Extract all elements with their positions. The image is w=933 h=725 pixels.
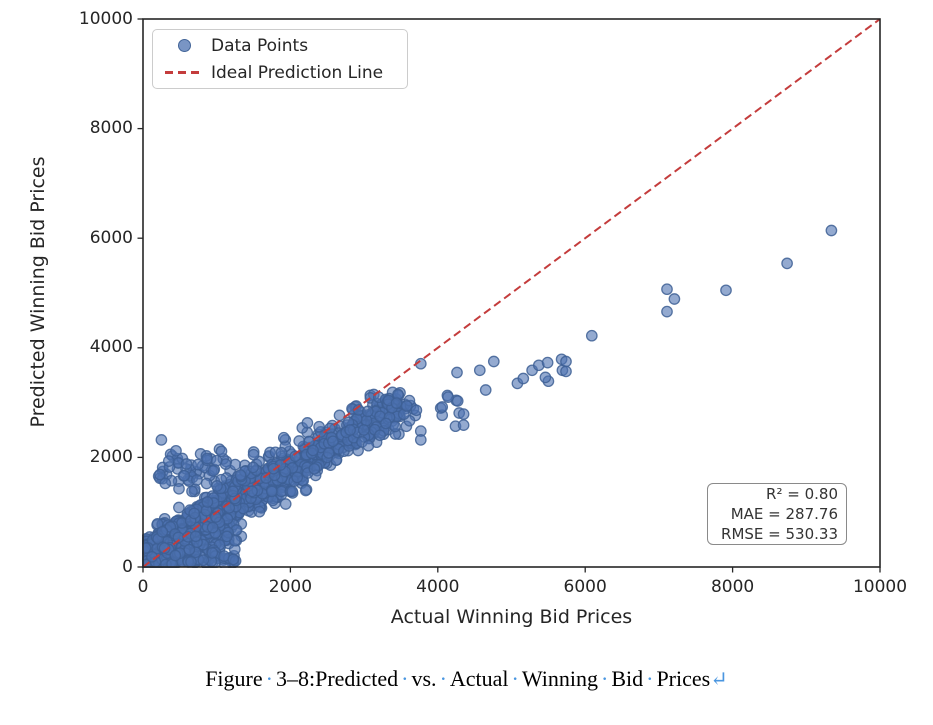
x-tick-label: 10000 xyxy=(852,577,908,597)
figure-caption: Figure · 3–8:Predicted · vs. · Actual · Winning ·… xyxy=(0,666,933,692)
scatter-points xyxy=(142,224,838,568)
x-axis-title: Actual Winning Bid Prices xyxy=(390,606,633,628)
y-tick-label: 8000 xyxy=(89,118,133,139)
y-axis-title: Predicted Winning Bid Prices xyxy=(27,156,49,428)
space-mark: · xyxy=(600,666,609,691)
legend-box: Data Points Ideal Prediction Line xyxy=(152,29,408,89)
x-tick-label: 8000 xyxy=(710,577,755,597)
x-tick-label: 2000 xyxy=(268,577,313,597)
caption-word: Actual xyxy=(449,666,509,691)
caption-word: Figure xyxy=(205,666,263,691)
axes-frame xyxy=(142,18,881,568)
paragraph-return-mark: ↵ xyxy=(710,667,728,691)
space-mark: · xyxy=(646,666,654,691)
metrics-box: R² = 0.80 MAE = 287.76 RMSE = 530.33 xyxy=(707,483,847,545)
space-mark: · xyxy=(511,666,519,691)
dashed-line-icon xyxy=(161,71,207,74)
legend-label: Ideal Prediction Line xyxy=(211,62,384,83)
space-mark: · xyxy=(439,666,447,691)
space-mark: · xyxy=(265,666,273,691)
x-tick-label: 6000 xyxy=(563,577,607,597)
circle-marker-icon xyxy=(161,39,207,52)
caption-word: Bid xyxy=(611,666,644,691)
y-tick-label: 6000 xyxy=(89,227,133,248)
mae-value: MAE = 287.76 xyxy=(730,505,838,523)
x-tick-label: 4000 xyxy=(416,577,460,597)
ideal-prediction-line xyxy=(142,18,881,568)
figure-caption-text: Figure · 3–8:Predicted · vs. · Actual · Winning ·… xyxy=(205,666,710,691)
y-tick-label: 0 xyxy=(122,556,133,577)
legend-entry-data-points: Data Points xyxy=(153,34,407,58)
y-tick-label: 4000 xyxy=(89,337,133,358)
caption-word: Winning xyxy=(521,666,598,691)
caption-word: vs. xyxy=(411,666,437,691)
legend-label: Data Points xyxy=(211,35,309,56)
caption-word: 3–8:Predicted xyxy=(275,666,399,691)
x-tick-label: 0 xyxy=(137,577,149,597)
y-tick-label: 10000 xyxy=(78,8,133,29)
caption-word: Prices xyxy=(656,666,711,691)
y-tick-label: 2000 xyxy=(89,446,133,467)
legend-entry-ideal-line: Ideal Prediction Line xyxy=(153,61,407,85)
rmse-value: RMSE = 530.33 xyxy=(721,525,838,543)
space-mark: · xyxy=(401,666,409,691)
r-squared-value: R² = 0.80 xyxy=(766,485,838,503)
